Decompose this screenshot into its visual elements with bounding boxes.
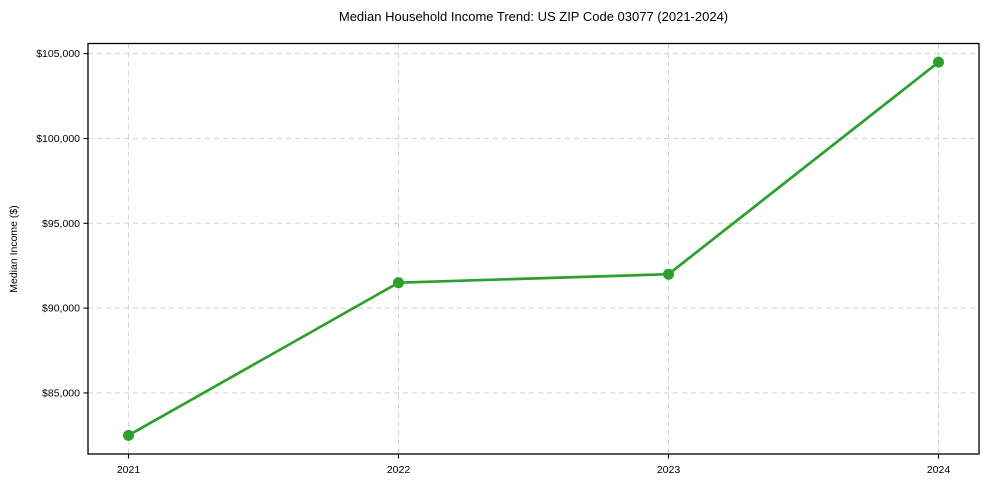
data-point-marker [933, 56, 944, 68]
chart-title: Median Household Income Trend: US ZIP Co… [338, 9, 729, 24]
x-tick-label: 2021 [117, 464, 141, 476]
data-point-marker [663, 268, 674, 280]
x-tick-label: 2022 [387, 464, 411, 476]
x-tick-label: 2024 [927, 464, 951, 476]
x-tick-label: 2023 [657, 464, 681, 476]
y-axis-label: Median Income ($) [8, 205, 20, 293]
y-tick-label: $95,000 [42, 218, 80, 230]
plot-border [87, 42, 980, 455]
series-line [127, 60, 940, 437]
y-tick-label: $85,000 [42, 387, 80, 399]
y-tick-label: $90,000 [42, 303, 80, 315]
y-tick-label: $100,000 [36, 133, 80, 145]
data-point-marker [123, 429, 134, 441]
data-point-marker [393, 277, 404, 289]
y-tick-label: $105,000 [36, 48, 80, 60]
